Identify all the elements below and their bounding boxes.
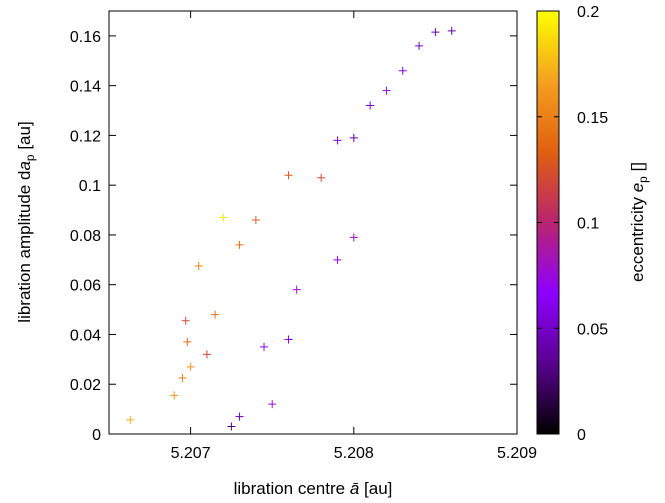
data-point-18 bbox=[415, 41, 424, 50]
data-point-24 bbox=[227, 422, 236, 431]
data-point-28 bbox=[202, 350, 211, 359]
colorbar-title: eccentricity ep [] bbox=[628, 162, 650, 282]
x-axis-title-abar: ā bbox=[350, 479, 359, 498]
data-point-6 bbox=[194, 262, 203, 271]
x-tick-label: 5.209 bbox=[497, 445, 537, 462]
data-point-11 bbox=[317, 173, 326, 182]
data-point-3 bbox=[186, 362, 195, 371]
y-axis-title: libration amplitude dap [au] bbox=[15, 121, 37, 322]
data-point-14 bbox=[333, 255, 342, 264]
data-point-17 bbox=[447, 26, 456, 35]
x-tick-label: 5.208 bbox=[334, 445, 374, 462]
y-axis-title-text: libration amplitude d bbox=[15, 171, 34, 323]
data-point-0 bbox=[126, 415, 135, 424]
data-point-16 bbox=[431, 28, 440, 37]
x-tick-label: 5.207 bbox=[171, 445, 211, 462]
colorbar-title-e: e bbox=[628, 183, 647, 192]
data-point-20 bbox=[366, 101, 375, 110]
data-point-15 bbox=[349, 233, 358, 242]
y-tick-label: 0.08 bbox=[70, 228, 101, 245]
colorbar-title-sub: p bbox=[636, 176, 650, 183]
x-axis-title-text: libration centre bbox=[234, 479, 350, 498]
y-tick-label: 0.04 bbox=[70, 327, 101, 344]
y-tick-label: 0.14 bbox=[70, 79, 101, 96]
data-point-5 bbox=[181, 316, 190, 325]
data-point-25 bbox=[235, 412, 244, 421]
points-layer bbox=[126, 26, 456, 431]
data-point-29 bbox=[211, 310, 220, 319]
y-tick-label: 0.16 bbox=[70, 29, 101, 46]
data-point-19 bbox=[398, 66, 407, 75]
y-axis: 0 0.02 0.04 0.06 0.08 0.1 0.12 0.14 0.16 bbox=[70, 29, 517, 444]
data-point-22 bbox=[333, 136, 342, 145]
data-point-10 bbox=[284, 171, 293, 180]
plot-frame bbox=[108, 10, 518, 435]
data-point-26 bbox=[260, 342, 269, 351]
colorbar-title-unit: [] bbox=[628, 162, 647, 176]
x-axis-title-unit: [au] bbox=[359, 479, 392, 498]
y-tick-label: 0.12 bbox=[70, 128, 101, 145]
y-axis-title-a: a bbox=[15, 161, 34, 170]
y-tick-label: 0.02 bbox=[70, 377, 101, 394]
colorbar-tick-label: 0.1 bbox=[577, 216, 599, 233]
data-point-8 bbox=[235, 240, 244, 249]
y-axis-title-unit: [au] bbox=[15, 121, 34, 154]
data-point-21 bbox=[349, 133, 358, 142]
y-axis-title-sub: p bbox=[23, 154, 37, 161]
data-point-9 bbox=[251, 216, 260, 225]
colorbar-title-text: eccentricity bbox=[628, 192, 647, 282]
x-axis-title: libration centre ā [au] bbox=[234, 479, 393, 498]
colorbar-axis: 0 0.05 0.1 0.15 0.2 bbox=[537, 4, 608, 444]
data-point-1 bbox=[170, 391, 179, 400]
data-point-13 bbox=[284, 335, 293, 344]
x-axis: 5.207 5.208 5.209 bbox=[171, 11, 537, 462]
data-point-12 bbox=[268, 400, 277, 409]
y-tick-label: 0.1 bbox=[79, 178, 101, 195]
data-point-2 bbox=[178, 374, 187, 383]
y-tick-label: 0 bbox=[92, 427, 101, 444]
colorbar-tick-label: 0.05 bbox=[577, 321, 608, 338]
y-tick-label: 0.06 bbox=[70, 278, 101, 295]
data-point-23 bbox=[382, 86, 391, 95]
data-point-4 bbox=[183, 337, 192, 346]
data-point-7 bbox=[219, 213, 228, 222]
colorbar-tick-label: 0.2 bbox=[577, 4, 599, 21]
data-point-27 bbox=[292, 285, 301, 294]
colorbar-tick-label: 0 bbox=[577, 427, 586, 444]
colorbar-tick-label: 0.15 bbox=[577, 110, 608, 127]
